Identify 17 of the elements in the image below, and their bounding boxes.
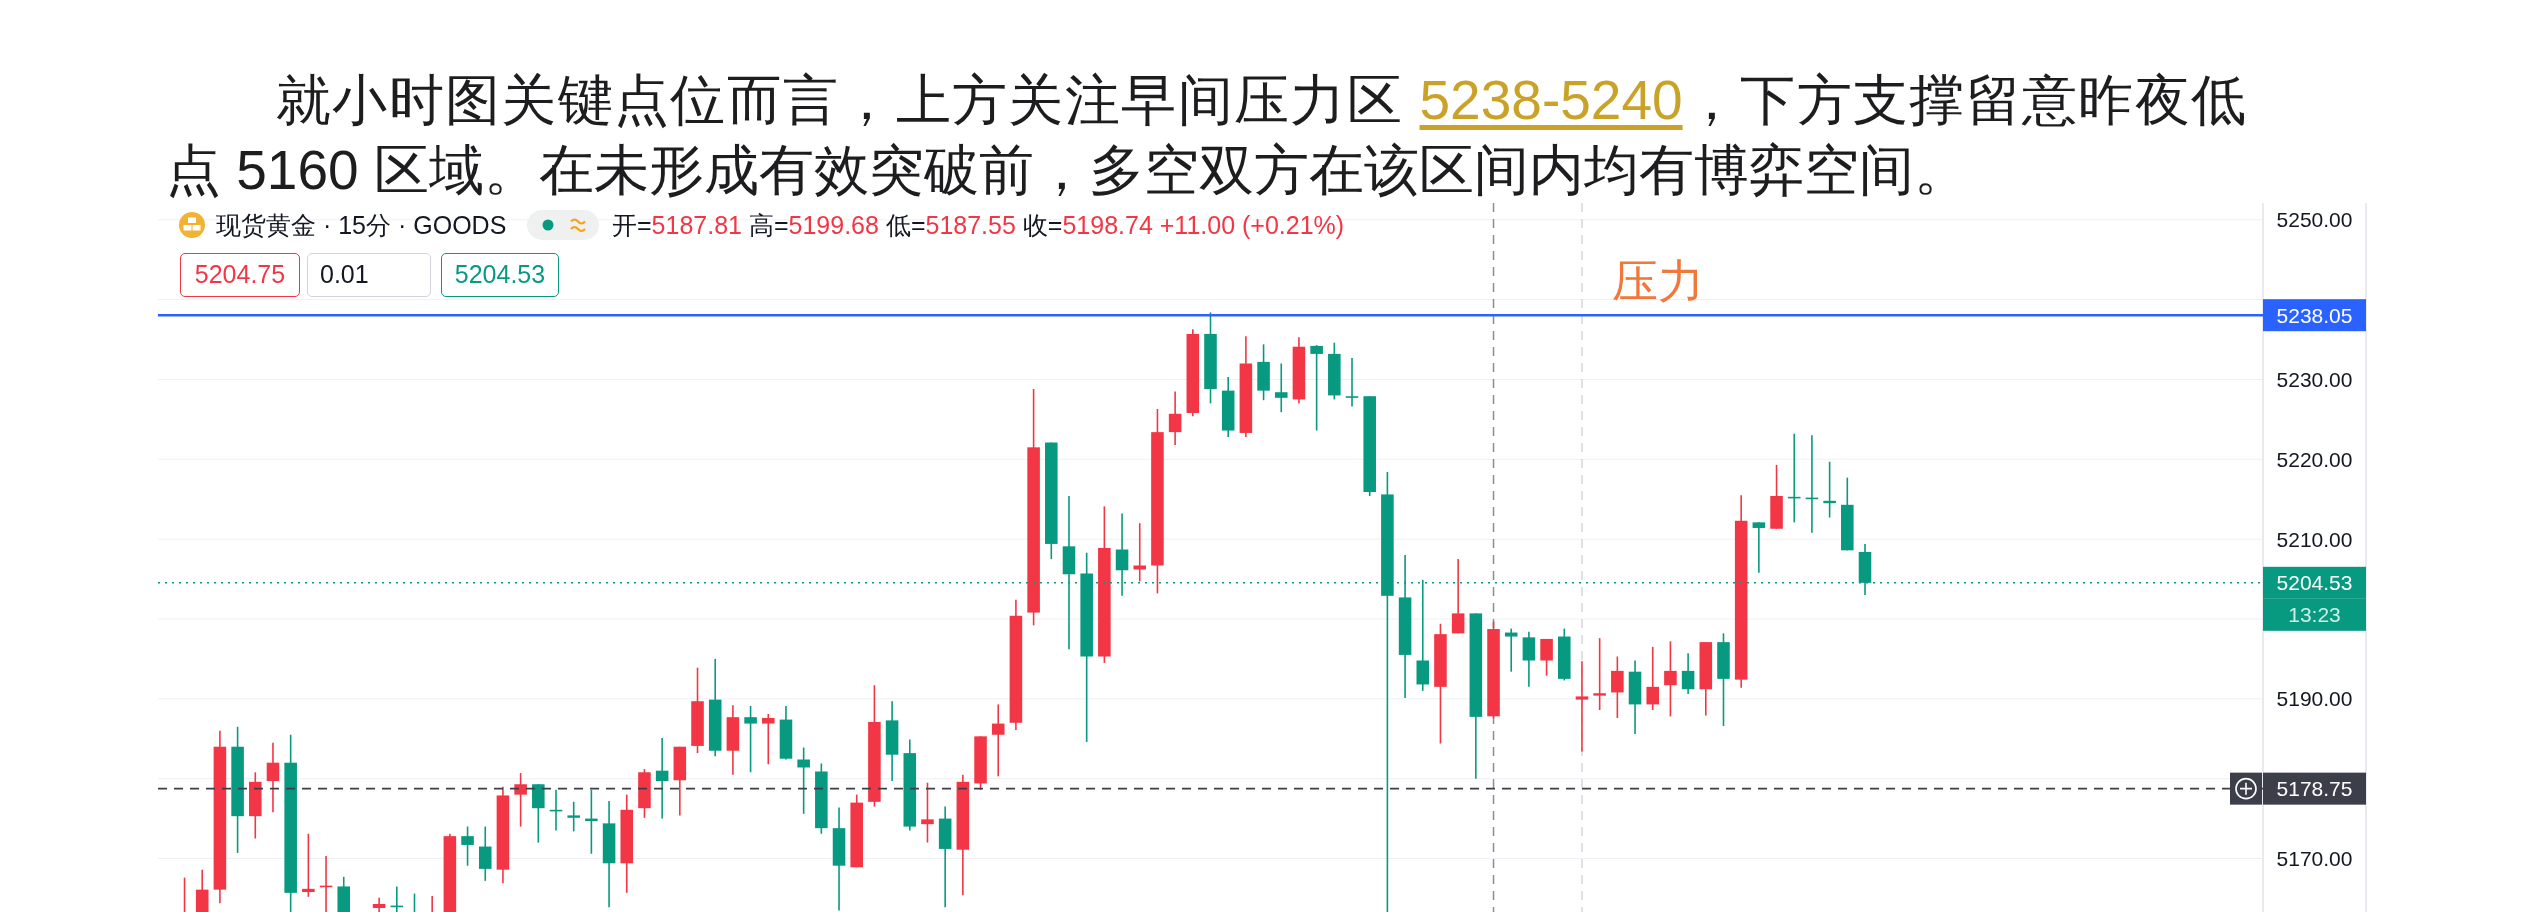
y-tick-label: 5230.00	[2276, 367, 2353, 391]
y-tick-label: 5170.00	[2276, 847, 2353, 871]
ref-line-label: 5238.05	[2276, 303, 2353, 327]
annotation: 压力	[1612, 255, 1704, 308]
chart-subtitle: 现货黄金 · 15分 · GOODS	[216, 211, 507, 239]
ref-line-label: 5204.53	[2276, 571, 2353, 595]
annotation: 5204.53	[441, 253, 559, 297]
chart-title: 就小时图关键点位而言，上方关注早间压力区 5238-5240，下方支撑留意昨夜低点 5160 区域。在未形成有效突破前，多空双方在该区间内均有博弈空间。	[166, 69, 2247, 201]
ref-line-label: 5178.75	[2276, 777, 2353, 801]
text: 开=5187.81 高=5199.68 低=5187.55 收=5198.74 +11.00 (+0.21%)	[612, 211, 1345, 239]
y-tick-label: 5250.00	[2276, 208, 2353, 232]
y-tick-label: 5210.00	[2276, 527, 2353, 551]
annotation: 5204.75	[180, 253, 300, 297]
y-tick-label: 5220.00	[2276, 447, 2353, 471]
text: 13:23	[2288, 603, 2341, 627]
annotation: 0.01	[307, 253, 431, 297]
y-tick-label: 5190.00	[2276, 687, 2353, 711]
